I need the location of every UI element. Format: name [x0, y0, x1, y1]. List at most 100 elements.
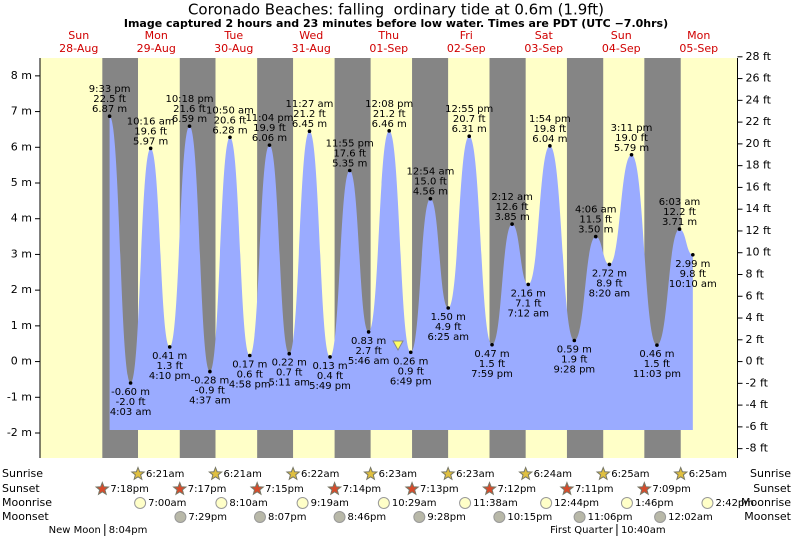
tide-point: [593, 234, 598, 239]
tide-point: [428, 196, 433, 201]
moonset-time: 10:15pm: [507, 512, 552, 523]
y2-tick-label: 6 ft: [746, 289, 765, 302]
moonset-time: 12:02am: [668, 512, 713, 523]
day-name: Sun: [611, 29, 632, 42]
day-date: 31-Aug: [292, 42, 331, 55]
moonrise-time: 1:46pm: [635, 498, 674, 509]
day-date: 04-Sep: [602, 42, 641, 55]
moonrise-icon: [377, 497, 390, 509]
tide-label: -2.0 ft: [116, 397, 146, 408]
tide-label: 12.2 ft: [663, 207, 696, 218]
tide-label: 8.9 ft: [596, 278, 622, 289]
row-label: Moonrise: [741, 496, 791, 509]
tide-label: 11:03 pm: [633, 369, 681, 380]
tide-label: 9.8 ft: [680, 269, 706, 280]
tide-label: 6.04 m: [532, 134, 567, 145]
y2-tick-label: -2 ft: [746, 376, 769, 389]
tide-label: 6:25 am: [427, 332, 469, 343]
tide-label: 6:49 pm: [390, 376, 432, 387]
tide-label: 17.6 ft: [333, 149, 366, 160]
tide-label: 0.26 m: [393, 356, 428, 367]
y2-tick-label: 12 ft: [746, 224, 772, 237]
tide-label: 20.6 ft: [214, 115, 247, 126]
moon-phase-time: 8:04pm: [109, 525, 148, 536]
tide-point: [128, 381, 133, 385]
y-tick-label: -2 m: [7, 426, 32, 439]
star-icon: [559, 481, 575, 496]
y2-tick-label: -4 ft: [746, 398, 769, 411]
y2-tick-label: 0 ft: [746, 355, 765, 368]
tide-label: 3.71 m: [662, 217, 697, 228]
tide-point: [366, 330, 371, 334]
star-icon: [285, 466, 301, 481]
moonrise-time: 7:00am: [148, 498, 186, 509]
tide-point: [408, 350, 413, 355]
moonrise-icon: [134, 497, 147, 509]
moon-phase-time: 10:40am: [621, 525, 666, 536]
tide-label: 3.50 m: [578, 225, 613, 236]
y2-tick-label: 4 ft: [746, 311, 765, 324]
star-icon: [673, 466, 689, 481]
tide-label: 2.72 m: [592, 268, 627, 279]
tide-point: [677, 227, 682, 231]
tide-point: [572, 338, 577, 343]
sunrise-time: 6:21am: [146, 469, 184, 480]
tide-label: 8:20 am: [589, 288, 631, 299]
star-icon: [363, 466, 379, 481]
y2-tick-label: 2 ft: [746, 333, 765, 346]
tide-point: [228, 135, 232, 140]
tide-label: 9:33 pm: [89, 84, 131, 95]
moonrise-time: 9:19am: [311, 498, 349, 509]
tide-label: 0.9 ft: [398, 366, 424, 377]
moonset-icon: [333, 511, 346, 523]
y-tick-label: 1 m: [11, 319, 32, 332]
tide-label: 19.6 ft: [134, 126, 167, 137]
current-marker: [392, 340, 404, 352]
tide-point: [247, 353, 252, 358]
tide-label: -0.28 m: [191, 376, 230, 387]
moonset-icon: [573, 511, 586, 523]
tide-label: 6.87 m: [92, 104, 127, 115]
y-tick-label: 6 m: [11, 140, 32, 153]
sunset-time: 7:11pm: [575, 484, 614, 495]
moonrise-time: 8:10am: [229, 498, 267, 509]
tide-label: 4:37 am: [189, 396, 231, 407]
moonset-icon: [413, 511, 426, 523]
y2-tick-label: 24 ft: [746, 93, 772, 106]
star-icon: [595, 466, 611, 481]
day-name: Fri: [460, 29, 473, 42]
tide-label: 12:08 pm: [365, 99, 413, 110]
chart-title: Coronado Beaches: falling ordinary tide …: [188, 1, 604, 19]
sunset-time: 7:17pm: [188, 484, 227, 495]
y-tick-label: 5 m: [11, 176, 32, 189]
y-tick-label: 8 m: [11, 69, 32, 82]
moonset-icon: [253, 511, 266, 523]
tide-label: 2.7 ft: [355, 346, 381, 357]
day-name: Sat: [535, 29, 554, 42]
chart-subtitle: Image captured 2 hours and 23 minutes be…: [124, 17, 668, 30]
sunset-time: 7:13pm: [420, 484, 459, 495]
tide-label: 5:46 am: [348, 356, 390, 367]
y2-tick-label: 14 ft: [746, 202, 772, 215]
tide-label: 11:55 pm: [326, 139, 374, 150]
tide-label: 0.46 m: [639, 349, 674, 360]
tide-label: 12:55 pm: [445, 104, 493, 115]
y2-tick-label: 20 ft: [746, 137, 772, 150]
day-name: Mon: [145, 29, 168, 42]
moonset-time: 8:46pm: [348, 512, 387, 523]
tide-label: 4:10 pm: [149, 371, 191, 382]
tide-label: 1.50 m: [431, 312, 466, 323]
moonrise-icon: [620, 497, 633, 509]
moonrise-icon: [701, 497, 714, 509]
tide-label: 10:16 am: [127, 116, 175, 127]
tide-label: 0.13 m: [312, 361, 347, 372]
tide-point: [510, 222, 514, 226]
tide-label: 5.79 m: [614, 143, 649, 154]
star-icon: [172, 481, 188, 496]
tide-label: 21.2 ft: [293, 109, 326, 120]
tide-label: 1:54 pm: [529, 114, 571, 125]
tide-label: 11:04 pm: [245, 113, 293, 124]
moonrise-time: 2:42pm: [715, 498, 754, 509]
moonrise-time: 11:38am: [473, 498, 518, 509]
